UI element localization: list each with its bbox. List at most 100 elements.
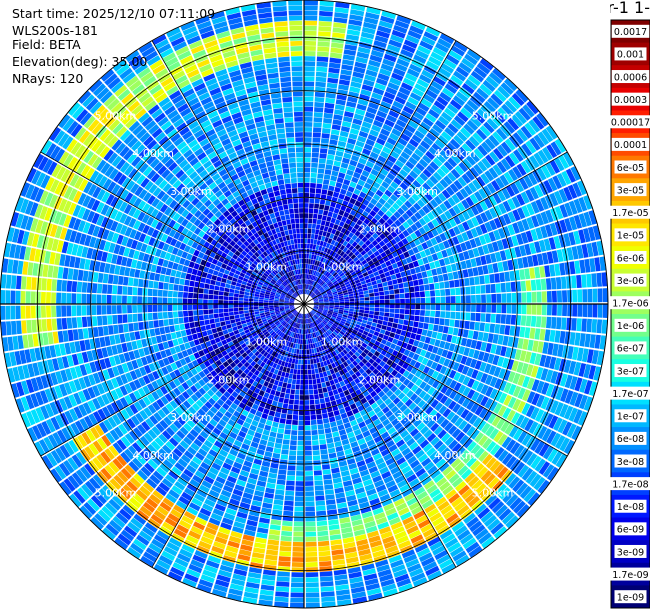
range-bin [417,355,424,363]
range-bin [504,249,512,260]
range-bin [313,281,317,287]
range-bin [314,314,319,318]
range-bin [435,310,441,318]
range-bin [227,327,233,333]
range-bin [364,355,371,361]
range-bin [282,444,290,450]
range-bin [503,382,512,394]
range-bin [330,539,342,546]
range-bin [185,328,192,336]
range-bin [280,360,286,367]
range-bin [38,439,50,454]
range-bin [336,268,342,274]
range-bin [373,288,379,293]
range-bin [261,385,267,392]
range-bin [313,327,317,332]
range-bin [357,46,371,54]
range-bin [525,405,536,418]
range-bin [177,476,189,487]
range-bin [328,62,341,69]
range-bin [425,406,434,415]
range-bin [306,289,308,295]
range-bin [354,377,361,385]
range-bin [329,284,335,289]
range-bin [350,254,357,260]
range-bin [313,460,321,466]
range-bin [332,191,340,198]
range-bin [405,558,420,568]
range-bin [363,339,370,345]
range-bin [310,280,313,285]
range-bin [516,193,526,206]
range-bin [241,352,248,358]
range-bin [301,314,303,319]
range-bin [488,72,503,85]
range-bin [465,541,480,554]
range-bin [373,250,380,257]
range-bin [541,128,554,143]
range-bin [476,382,485,393]
range-bin [346,410,354,417]
range-bin [540,278,547,290]
range-bin [292,343,296,349]
range-bin [344,448,353,456]
range-bin [583,211,592,227]
range-bin [573,361,582,376]
range-bin [27,363,35,378]
range-bin [352,524,365,532]
range-bin [92,440,104,453]
range-bin [398,224,406,232]
range-bin [278,324,283,329]
range-bin [218,364,226,371]
range-bin [301,329,303,334]
range-bin [350,227,357,234]
range-bin [186,348,193,356]
range-bin [189,354,196,362]
range-bin [291,358,296,364]
range-bin [264,424,272,431]
range-bin [263,345,269,351]
range-bin [312,316,316,321]
range-bin [337,315,343,319]
range-bin [266,365,272,372]
range-bin [348,350,354,357]
range-bin [592,288,598,303]
range-bin [430,422,440,432]
range-bin [601,272,608,287]
range-bin [173,447,183,458]
range-bin [411,193,420,202]
range-bin [401,276,408,283]
range-bin [246,519,258,527]
range-bin [40,405,50,420]
range-bin [301,313,303,319]
range-bin [421,556,435,567]
range-bin [490,444,501,456]
range-bin [337,140,347,148]
range-bin [216,326,223,333]
range-bin [347,96,358,103]
range-bin [325,279,330,284]
range-bin [260,361,266,368]
range-bin [425,565,440,576]
range-bin [406,235,413,243]
range-bin [304,374,308,380]
range-bin [310,172,317,178]
range-bin [557,304,562,316]
range-bin [560,388,569,403]
range-bin [326,385,333,392]
range-bin [397,137,408,147]
range-bin [222,361,230,368]
range-bin [308,285,311,290]
range-bin [110,389,119,401]
range-bin [437,135,449,145]
range-bin [502,226,511,237]
range-bin [330,286,336,290]
range-bin [266,316,272,321]
range-bin [310,269,313,275]
range-bin [445,304,451,311]
range-bin [250,354,257,361]
range-bin [339,272,345,277]
range-bin [473,91,486,104]
range-bin [204,564,218,574]
range-bin [268,472,278,479]
